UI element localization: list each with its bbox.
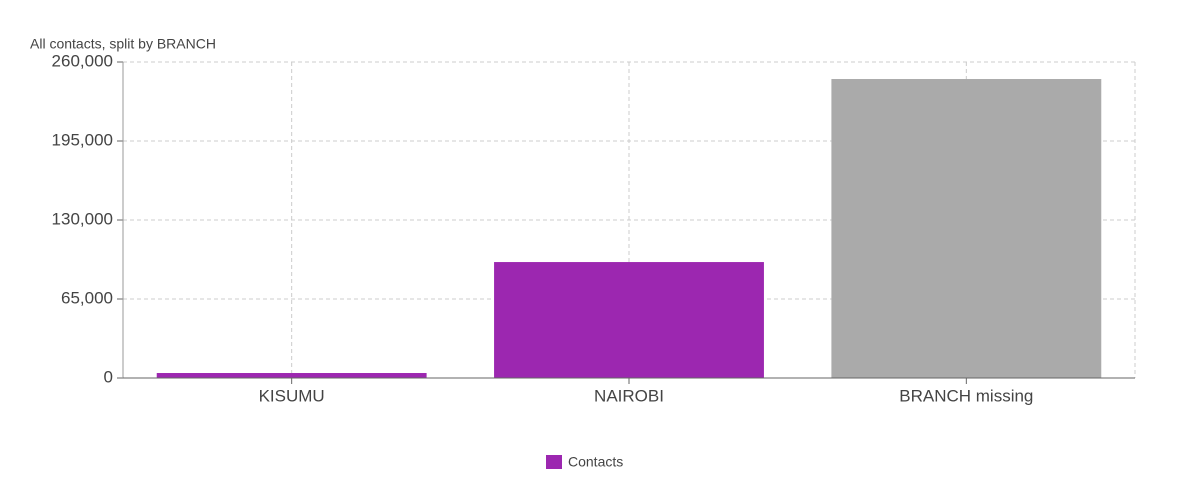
y-tick-label: 195,000: [52, 130, 113, 149]
legend-label: Contacts: [568, 454, 623, 470]
y-tick-label: 65,000: [61, 288, 113, 307]
bar: [831, 79, 1102, 378]
y-tick-label: 0: [104, 367, 113, 386]
chart-title: All contacts, split by BRANCH: [30, 36, 216, 52]
x-tick-label: NAIROBI: [594, 386, 664, 405]
x-tick-label: KISUMU: [259, 386, 325, 405]
legend-swatch: [546, 455, 562, 469]
y-tick-label: 260,000: [52, 51, 113, 70]
bar: [494, 262, 764, 378]
x-tick-label: BRANCH missing: [899, 386, 1033, 405]
y-tick-label: 130,000: [52, 209, 113, 228]
bar: [156, 373, 427, 378]
